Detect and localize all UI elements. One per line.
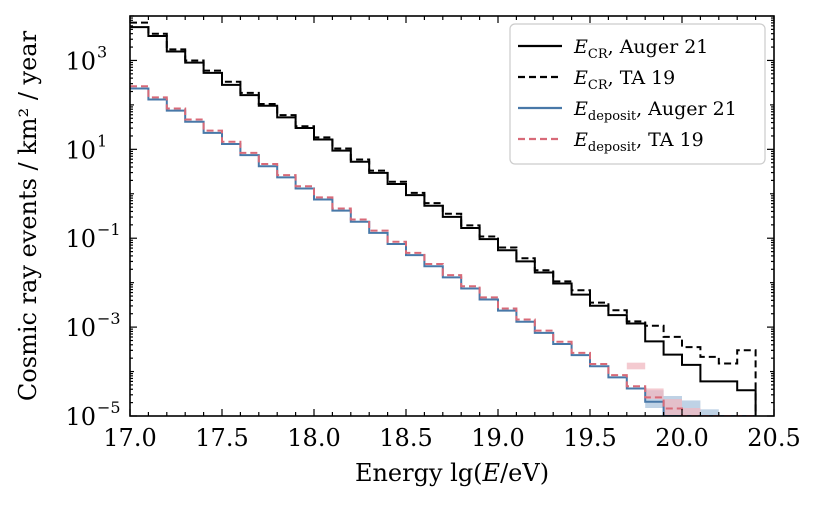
y-tick-exponent: −1 <box>97 220 121 239</box>
x-tick-labels: 17.0 17.5 18.0 18.5 19.0 19.5 20.0 20.5 <box>103 424 800 452</box>
x-tick-label: 18.5 <box>379 424 432 452</box>
x-axis-title: Energy lg(E/eV) <box>355 459 549 487</box>
band-series-3-bin-30 <box>682 408 701 416</box>
band-series-3-bin-28 <box>645 388 664 400</box>
y-tick-label: 10 <box>65 47 96 75</box>
legend-label-1: ECR, TA 19 <box>573 67 675 93</box>
x-tick-label: 20.0 <box>655 424 708 452</box>
x-tick-label: 20.5 <box>747 424 800 452</box>
y-tick-exponent: 1 <box>97 131 107 150</box>
y-tick-exponent: −3 <box>97 309 121 328</box>
x-axis-title-variable: E <box>482 459 501 487</box>
x-tick-label: 17.0 <box>103 424 156 452</box>
y-tick-exponent: 3 <box>97 42 107 61</box>
y-tick-label: 10 <box>65 136 96 164</box>
x-tick-label: 18.0 <box>287 424 340 452</box>
legend-label-0: ECR, Auger 21 <box>573 36 708 62</box>
uncertainty-bands <box>626 362 719 416</box>
x-axis-title-prefix: Energy lg( <box>355 459 483 487</box>
y-tick-label: 10 <box>65 225 96 253</box>
series-line-2 <box>130 87 757 416</box>
axis-ticks <box>129 15 775 417</box>
y-tick-exponent: −5 <box>97 398 121 417</box>
plot-frame <box>129 15 775 417</box>
series-lines <box>130 21 757 416</box>
band-series-3-bin-29 <box>663 399 682 416</box>
legend: ECR, Auger 21 ECR, TA 19 Edeposit, Auger 2… <box>509 23 766 165</box>
x-tick-label: 17.5 <box>195 424 248 452</box>
y-tick-label: 10 <box>65 314 96 342</box>
legend-box <box>509 23 766 165</box>
y-axis-title: Cosmic ray events / km² / year <box>14 30 42 401</box>
x-axis-title-suffix: /eV) <box>500 459 549 487</box>
band-series-2-bin-31 <box>700 409 719 416</box>
x-tick-label: 19.0 <box>471 424 524 452</box>
series-line-1 <box>130 21 757 416</box>
legend-label-2: Edeposit, Auger 21 <box>573 98 737 124</box>
y-tick-label: 10 <box>65 403 96 431</box>
x-tick-label: 19.5 <box>563 424 616 452</box>
band-series-3-bin-27 <box>626 362 646 370</box>
legend-label-3: Edeposit, TA 19 <box>573 129 704 155</box>
